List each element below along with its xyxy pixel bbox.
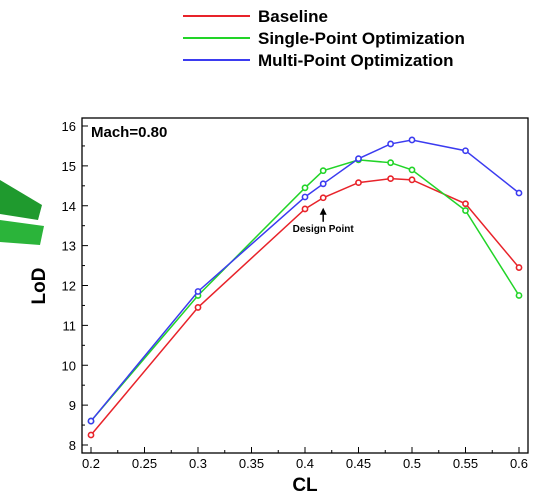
data-point bbox=[355, 179, 362, 187]
data-point bbox=[462, 200, 469, 208]
x-tick-label: 0.3 bbox=[189, 456, 207, 471]
y-tick-label: 16 bbox=[62, 119, 76, 134]
y-tick-label: 14 bbox=[62, 199, 76, 214]
data-point bbox=[515, 264, 523, 271]
series-layer bbox=[87, 136, 523, 439]
y-axis: 8 9 10 11 12 13 14 15 16 bbox=[62, 119, 88, 453]
plot-frame bbox=[81, 117, 529, 454]
data-point bbox=[319, 194, 327, 202]
data-point bbox=[301, 193, 309, 201]
x-tick-label: 0.25 bbox=[132, 456, 157, 471]
data-point bbox=[408, 136, 416, 144]
y-tick-label: 15 bbox=[62, 159, 76, 174]
x-tick-label: 0.55 bbox=[453, 456, 478, 471]
y-tick-label: 9 bbox=[69, 398, 76, 413]
data-point bbox=[387, 159, 394, 167]
background-green-shape bbox=[0, 180, 44, 245]
design-point-label: Design Point bbox=[293, 224, 355, 235]
x-axis-label: CL bbox=[292, 475, 318, 496]
x-tick-label: 0.4 bbox=[296, 456, 314, 471]
data-point bbox=[387, 175, 394, 183]
data-point bbox=[515, 292, 523, 299]
y-tick-label: 10 bbox=[62, 358, 76, 373]
data-point bbox=[319, 167, 327, 175]
y-tick-label: 11 bbox=[63, 318, 77, 333]
data-point bbox=[301, 205, 309, 213]
data-point bbox=[408, 176, 416, 184]
series-line-3 bbox=[90, 139, 520, 422]
x-tick-label: 0.6 bbox=[510, 456, 528, 471]
data-point bbox=[462, 147, 469, 155]
data-point bbox=[87, 417, 95, 425]
data-point bbox=[194, 288, 202, 295]
data-point bbox=[515, 189, 523, 197]
y-tick-label: 13 bbox=[62, 239, 76, 254]
x-tick-label: 0.45 bbox=[346, 456, 371, 471]
x-tick-label: 0.5 bbox=[403, 456, 421, 471]
y-tick-label: 8 bbox=[69, 438, 76, 453]
design-point-arrowhead bbox=[319, 207, 327, 215]
mach-label: Mach=0.80 bbox=[91, 124, 167, 141]
y-axis-label: LoD bbox=[29, 268, 50, 305]
y-tick-label: 12 bbox=[62, 279, 76, 294]
legend-label: Multi-Point Optimization bbox=[258, 51, 453, 70]
legend: Baseline Single-Point Optimization Multi-P… bbox=[183, 7, 465, 70]
data-point bbox=[408, 166, 416, 174]
x-axis: 0.2 0.25 0.3 0.35 0.4 0.45 0.5 0.55 0.6 bbox=[82, 447, 528, 471]
data-point bbox=[355, 155, 362, 163]
series-line-1 bbox=[90, 177, 520, 436]
legend-label: Baseline bbox=[258, 7, 328, 26]
data-point bbox=[462, 207, 469, 214]
x-tick-label: 0.35 bbox=[239, 456, 264, 471]
data-point bbox=[301, 184, 309, 192]
data-point bbox=[194, 304, 202, 311]
data-point bbox=[87, 431, 95, 439]
x-tick-label: 0.2 bbox=[82, 456, 100, 471]
data-point bbox=[387, 140, 394, 148]
annotations-layer: Mach=0.80 Design Point bbox=[91, 124, 354, 235]
legend-label: Single-Point Optimization bbox=[258, 29, 465, 48]
data-point bbox=[319, 180, 327, 188]
